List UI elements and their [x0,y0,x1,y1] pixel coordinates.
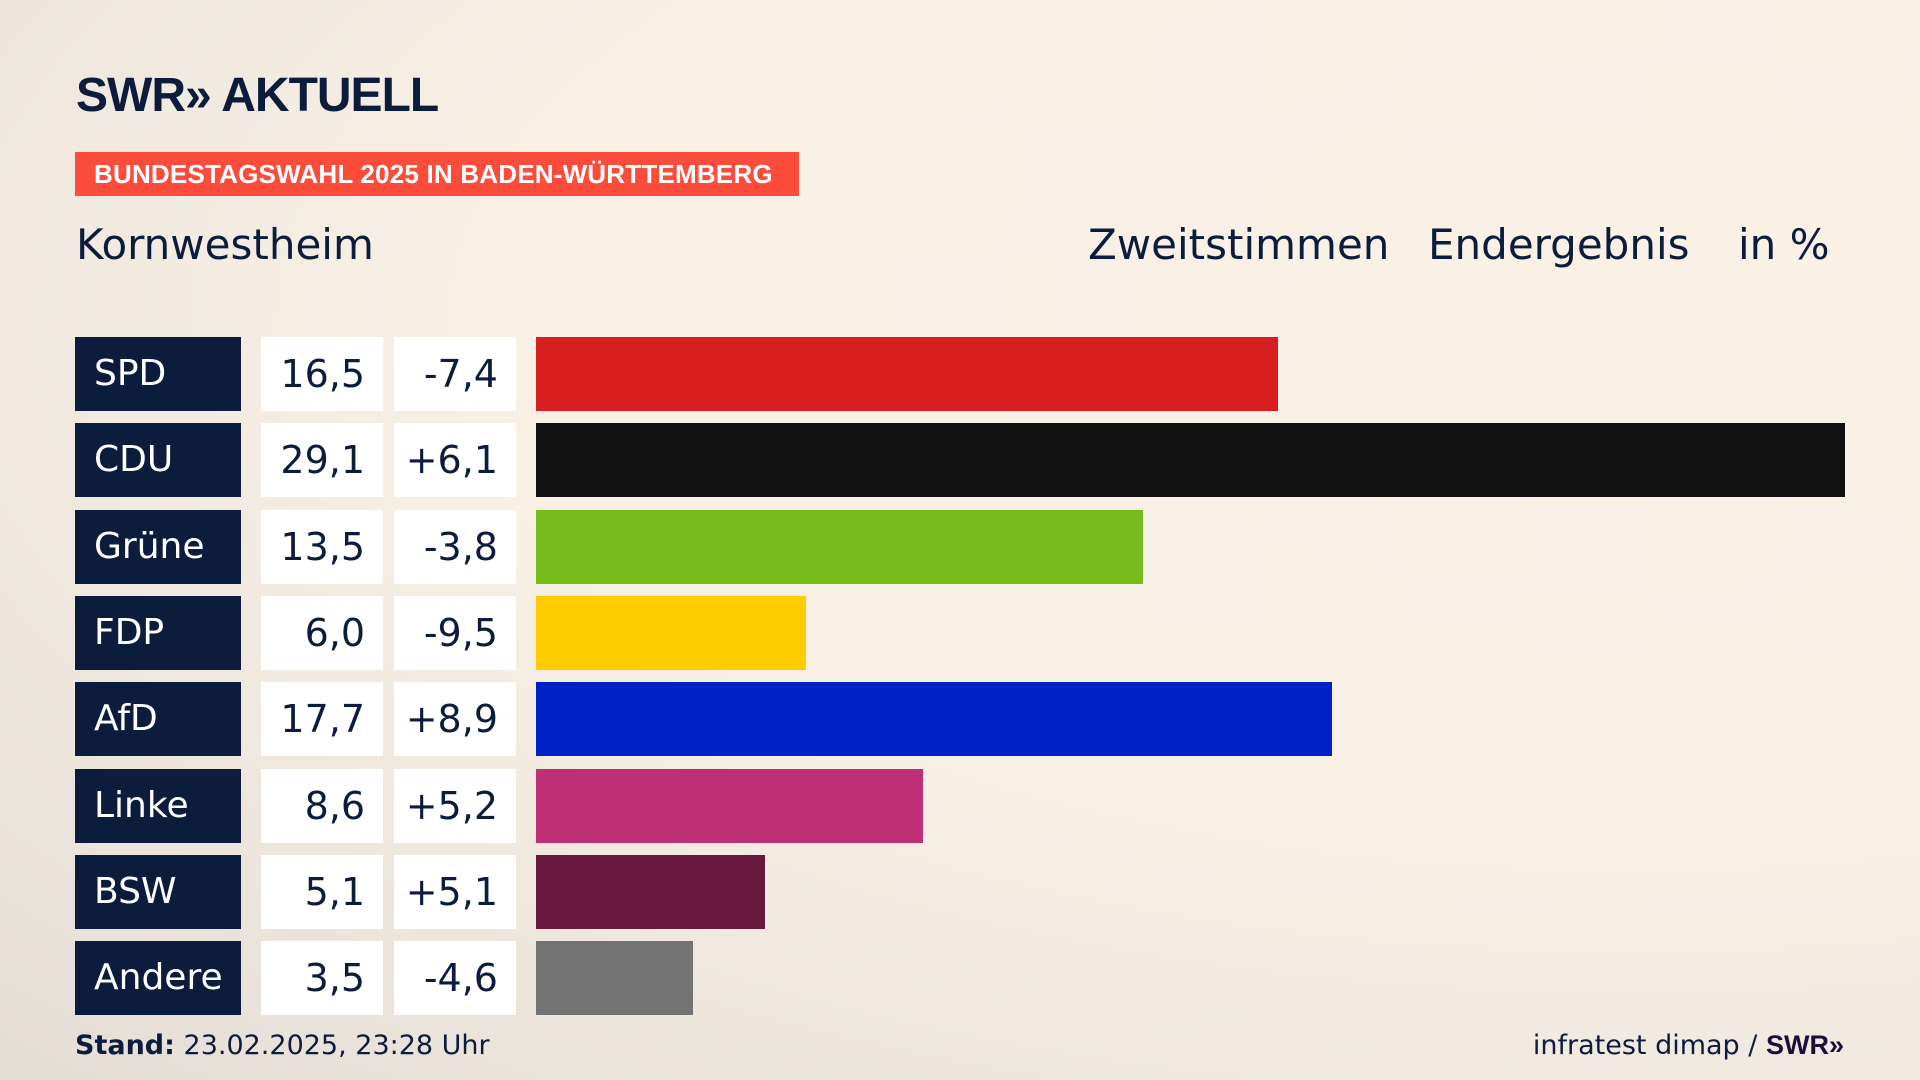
value-label: 29,1 [261,423,383,498]
bar-spd [536,337,1279,411]
bar-grüne [536,509,1144,584]
party-label: BSW [75,854,241,929]
party-label: AfD [75,682,241,757]
bar-bsw [536,854,766,929]
change-label: -7,4 [394,337,516,411]
swr-aktuell-logo: SWR» AKTUELL [76,69,439,122]
value-label: 5,1 [261,854,383,929]
value-label: 8,6 [261,768,383,843]
stand-value: 23.02.2025, 23:28 Uhr [183,1030,490,1061]
party-label: SPD [75,337,241,411]
change-label: +8,9 [394,682,516,757]
party-label: FDP [75,595,241,670]
value-label: 16,5 [261,337,383,411]
value-label: 13,5 [261,509,383,584]
change-label: -4,6 [394,941,516,1016]
value-label: 3,5 [261,941,383,1016]
party-label: Grüne [75,509,241,584]
change-label: +5,1 [394,854,516,929]
place-title: Kornwestheim [76,220,374,269]
timestamp: Stand: 23.02.2025, 23:28 Uhr [75,1030,490,1061]
change-label: +5,2 [394,768,516,843]
bar-cdu [536,423,1845,498]
bar-linke [536,768,923,843]
bar-andere [536,941,694,1016]
party-label: Linke [75,768,241,843]
source-text: infratest dimap / [1532,1030,1758,1061]
party-label: CDU [75,423,241,498]
value-label: 6,0 [261,595,383,670]
party-label: Andere [75,941,241,1016]
source: infratest dimap / SWR» [1533,1030,1844,1061]
vote-type-label: Zweitstimmen [1088,220,1390,269]
bar-afd [536,682,1333,757]
change-label: -3,8 [394,509,516,584]
change-label: -9,5 [394,595,516,670]
value-label: 17,7 [261,682,383,757]
unit-label: in % [1738,220,1830,269]
bar-fdp [536,595,806,670]
swr-logo: SWR» [1765,1030,1844,1060]
stand-label: Stand: [75,1030,175,1061]
change-label: +6,1 [394,423,516,498]
result-label: Endergebnis [1428,220,1690,269]
election-banner: BUNDESTAGSWAHL 2025 IN BADEN-WÜRTTEMBERG [75,152,799,196]
